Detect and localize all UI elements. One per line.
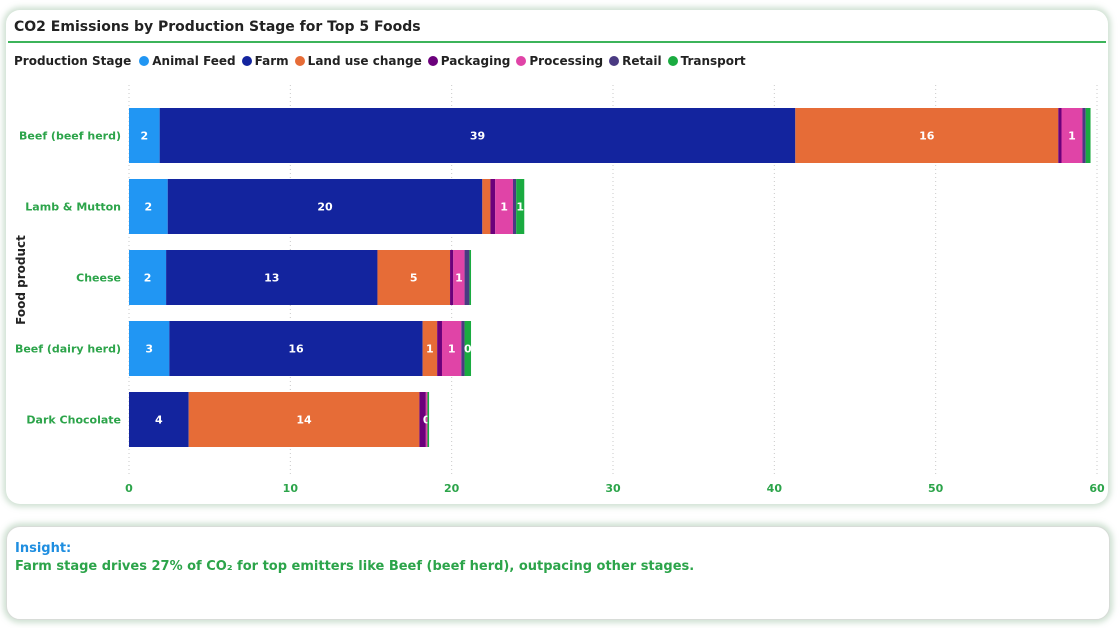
bar-segment — [427, 392, 430, 447]
bar-segment — [1085, 108, 1091, 163]
y-category-label: Beef (beef herd) — [19, 130, 121, 143]
bar-segment — [377, 250, 451, 305]
data-label: 14 — [296, 414, 312, 427]
data-label: 16 — [919, 130, 935, 143]
y-category-label: Cheese — [76, 272, 121, 285]
legend-item[interactable]: Land use change — [294, 54, 422, 68]
data-label: 39 — [470, 130, 485, 143]
data-label: 20 — [317, 201, 333, 214]
bar-segment — [512, 179, 517, 234]
legend-item[interactable]: Farm — [241, 54, 289, 68]
x-tick-label: 0 — [125, 482, 133, 495]
legend-item[interactable]: Transport — [667, 54, 746, 68]
insight-card: Insight: Farm stage drives 27% of CO₂ fo… — [6, 526, 1110, 620]
legend-marker — [667, 56, 678, 66]
data-label: 13 — [264, 272, 279, 285]
data-label: 3 — [145, 343, 153, 356]
legend-label: Animal Feed — [152, 54, 236, 68]
x-tick-label: 60 — [1089, 482, 1105, 495]
title-divider — [8, 41, 1106, 43]
legend-marker — [516, 56, 527, 66]
bar-segment — [469, 250, 472, 305]
data-label: 1 — [516, 201, 524, 214]
bar-segment — [166, 250, 378, 305]
data-label: 0 — [423, 414, 431, 427]
data-label: 2 — [140, 130, 148, 143]
data-label: 1 — [448, 343, 456, 356]
legend-label: Packaging — [440, 54, 511, 68]
bar-segment — [441, 321, 462, 376]
bar-segment — [461, 321, 465, 376]
legend-item[interactable]: Packaging — [427, 54, 511, 68]
bar-segment — [464, 321, 472, 376]
bar-segment — [495, 179, 513, 234]
legend-item[interactable]: Animal Feed — [139, 54, 236, 68]
bar-segment — [422, 321, 438, 376]
chart-legend: Production Stage Animal Feed Farm Land use… — [14, 54, 746, 68]
x-tick-label: 50 — [928, 482, 944, 495]
bar-segment — [795, 108, 1059, 163]
data-label: 1 — [1068, 130, 1076, 143]
bar-segment — [482, 179, 491, 234]
bar-segment — [188, 392, 420, 447]
legend-marker — [139, 56, 150, 66]
data-label: 5 — [410, 272, 418, 285]
chart-card: CO2 Emissions by Production Stage for To… — [6, 10, 1108, 504]
legend-label: Land use change — [307, 54, 422, 68]
data-label: 4 — [155, 414, 163, 427]
bar-segment — [129, 321, 170, 376]
bar-segment — [490, 179, 496, 234]
bar-segment — [167, 179, 483, 234]
legend-label: Processing — [529, 54, 604, 68]
y-category-label: Dark Chocolate — [26, 414, 121, 427]
x-tick-label: 10 — [283, 482, 299, 495]
y-category-label: Beef (dairy herd) — [15, 343, 121, 356]
bar-segment — [464, 250, 470, 305]
bar-segment — [425, 392, 428, 447]
insight-heading: Insight: — [15, 541, 72, 556]
bar-segment — [516, 179, 525, 234]
bar-segment — [453, 250, 465, 305]
legend-marker — [609, 56, 620, 66]
bar-segment — [159, 108, 796, 163]
bar-segment — [129, 108, 160, 163]
bar-segment — [1058, 108, 1062, 163]
bar-segment — [129, 250, 167, 305]
y-category-label: Lamb & Mutton — [25, 201, 121, 214]
bar-segment — [419, 392, 426, 447]
data-label: 2 — [144, 272, 152, 285]
y-axis-title: Food product — [14, 235, 28, 325]
bar-segment — [450, 250, 454, 305]
insight-text: Farm stage drives 27% of CO₂ for top emi… — [15, 559, 695, 574]
legend-marker — [294, 56, 305, 66]
data-label: 1 — [455, 272, 463, 285]
legend-marker — [241, 56, 252, 66]
data-label: 16 — [288, 343, 304, 356]
chart-title: CO2 Emissions by Production Stage for To… — [14, 19, 421, 35]
data-label: 1 — [500, 201, 508, 214]
bar-segment — [129, 392, 189, 447]
data-label: 0 — [464, 343, 472, 356]
x-tick-label: 40 — [767, 482, 783, 495]
bar-segment — [169, 321, 423, 376]
x-tick-label: 20 — [444, 482, 460, 495]
x-tick-label: 30 — [605, 482, 621, 495]
bar-segment — [437, 321, 442, 376]
bar-segment — [129, 179, 168, 234]
legend-label: Farm — [254, 54, 289, 68]
bar-segment — [1061, 108, 1083, 163]
legend-item[interactable]: Processing — [516, 54, 603, 68]
legend-title: Production Stage — [14, 54, 132, 68]
data-label: 2 — [145, 201, 153, 214]
data-label: 1 — [426, 343, 434, 356]
legend-label: Retail — [622, 54, 662, 68]
legend-label: Transport — [680, 54, 746, 68]
legend-item[interactable]: Retail — [609, 54, 662, 68]
bar-segment — [1082, 108, 1086, 163]
legend-marker — [427, 56, 438, 66]
